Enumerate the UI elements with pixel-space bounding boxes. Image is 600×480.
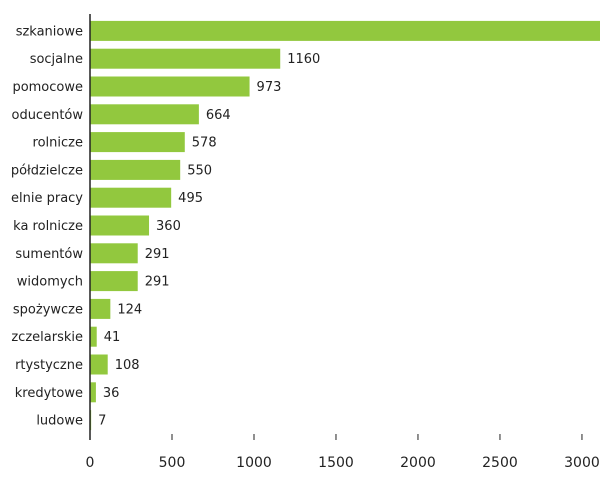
x-tick-label: 2500: [482, 455, 518, 471]
value-label: 973: [257, 80, 282, 95]
x-tick-label: 1500: [318, 455, 354, 471]
value-label: 578: [192, 136, 217, 151]
y-tick-label: elnie pracy: [11, 191, 83, 206]
value-label: 360: [156, 219, 181, 234]
y-tick-label: ka rolnicze: [13, 219, 83, 234]
y-tick-label: półdzielcze: [11, 163, 83, 178]
x-tick-label: 0: [86, 455, 95, 471]
y-tick-label: widomych: [17, 275, 83, 290]
y-tick-label: ludowe: [36, 414, 83, 429]
y-tick-label: rtystyczne: [15, 358, 83, 373]
value-label: 550: [187, 163, 212, 178]
y-tick-label: pomocowe: [12, 80, 83, 95]
y-tick-label: kredytowe: [15, 386, 83, 401]
value-label: 291: [145, 247, 170, 262]
y-tick-label: spożywcze: [13, 302, 83, 317]
x-tick-label: 500: [159, 455, 186, 471]
y-tick-label: socjalne: [30, 52, 83, 67]
bar: [90, 382, 96, 403]
y-tick-label: sumentów: [15, 247, 83, 262]
bar: [90, 243, 138, 264]
bar: [90, 159, 181, 180]
bar: [90, 215, 150, 236]
x-tick-label: 2000: [400, 455, 436, 471]
bar: [90, 298, 111, 319]
value-label: 495: [178, 191, 203, 206]
value-label: 291: [145, 275, 170, 290]
y-tick-label: zczelarskie: [11, 330, 83, 345]
bar: [90, 187, 172, 208]
value-label: 664: [206, 108, 231, 123]
value-label: 36: [103, 386, 120, 401]
value-label: 1160: [287, 52, 320, 67]
y-tick-label: oducentów: [11, 108, 83, 123]
x-tick-label: 3000: [564, 455, 600, 471]
bar: [90, 104, 199, 125]
x-tick-label: 1000: [236, 455, 272, 471]
bar: [90, 354, 108, 375]
y-tick-label: rolnicze: [33, 136, 83, 151]
value-label: 124: [117, 302, 142, 317]
bar: [90, 48, 281, 69]
value-label: 41: [104, 330, 121, 345]
value-label: 7: [98, 414, 106, 429]
bar: [90, 271, 138, 292]
y-tick-label: szkaniowe: [16, 24, 83, 39]
bar: [90, 132, 185, 153]
bar: [90, 20, 600, 41]
value-label: 108: [115, 358, 140, 373]
bar: [90, 326, 97, 347]
bar: [90, 76, 250, 97]
